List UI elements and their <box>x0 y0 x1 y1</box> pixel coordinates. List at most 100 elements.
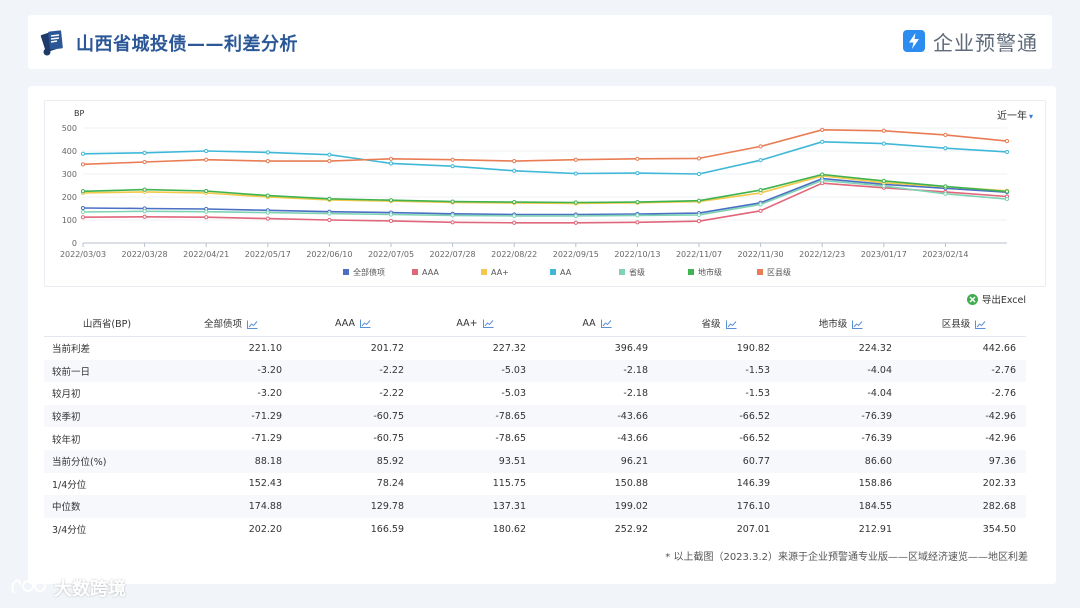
data-point <box>142 187 147 192</box>
table-cell: 86.60 <box>780 449 902 473</box>
table-header-7: 区县级 <box>902 310 1026 337</box>
series-line <box>82 175 1008 205</box>
data-point <box>881 178 886 184</box>
data-point <box>943 191 948 196</box>
legend-swatch <box>412 269 418 275</box>
x-tick-label: 2022/06/10 <box>306 250 352 259</box>
data-point <box>881 183 886 189</box>
data-point <box>327 217 332 223</box>
series-line <box>82 128 1008 166</box>
table-row: 较前一日 -3.20 -2.22 -5.03 -2.18 -1.53 -4.04 -2.76 <box>44 359 1026 383</box>
trend-chart-icon[interactable] <box>600 319 612 328</box>
table-header-label: 山西省(BP) <box>82 319 132 330</box>
data-point <box>573 213 578 218</box>
main-card: 近一年 ▾ BP 0 100 200 300 400 500 2022/03/03 2022/03… <box>28 86 1056 584</box>
series-line <box>82 179 1008 217</box>
table-header-label: 区县级 <box>941 319 971 330</box>
table-cell: -5.03 <box>414 359 536 383</box>
x-tick-label: 2022/07/28 <box>430 250 476 259</box>
y-tick-label: 100 <box>62 216 77 225</box>
trend-chart-icon[interactable] <box>725 320 737 329</box>
table-cell: -5.03 <box>501 387 526 399</box>
data-point <box>388 161 394 166</box>
row-label: 1/4分位 <box>52 479 87 491</box>
table-cell: 93.51 <box>414 449 536 473</box>
export-excel-label: 导出Excel <box>981 295 1026 306</box>
table-cell: 137.31 <box>414 495 536 518</box>
table-cell: 180.62 <box>492 523 526 535</box>
data-point <box>696 171 702 177</box>
header-bar: 山西省城投债——利差分析 企业预警通 <box>28 15 1052 69</box>
data-point <box>512 159 517 164</box>
row-label: 较前一日 <box>44 359 170 383</box>
data-point <box>512 168 517 173</box>
data-point <box>450 220 455 225</box>
table-cell: 85.92 <box>292 449 414 473</box>
trend-chart-icon[interactable] <box>247 320 258 329</box>
table-cell: -1.53 <box>745 387 770 399</box>
y-tick-label: 0 <box>72 239 77 248</box>
trend-chart-icon[interactable] <box>482 319 494 328</box>
data-point <box>80 162 86 167</box>
table-body: 当前利差 221.10 201.72 227.32 396.49 190.82 224.32… <box>44 337 1026 541</box>
x-tick-label: 2022/03/28 <box>122 250 168 259</box>
export-excel-button[interactable]: 导出Excel <box>966 292 1026 306</box>
table-cell: 201.72 <box>370 342 404 354</box>
y-tick-label: 500 <box>62 124 77 133</box>
data-point <box>512 199 517 205</box>
table-cell: 190.82 <box>736 342 770 354</box>
data-point <box>696 156 702 161</box>
x-tick-label: 2022/11/30 <box>738 250 784 259</box>
table-cell: -2.76 <box>902 359 1026 383</box>
table-cell: 96.21 <box>536 449 658 473</box>
data-point <box>204 215 209 220</box>
data-point <box>512 213 517 218</box>
data-point <box>450 164 455 169</box>
table-cell: 60.77 <box>658 449 780 473</box>
table-cell: 221.10 <box>248 342 282 354</box>
data-point <box>388 212 394 217</box>
spread-line-chart: BP 0 100 200 300 400 500 2022/03/03 2022/03/28 20… <box>60 109 1010 277</box>
table-cell: -71.29 <box>170 404 292 428</box>
trend-chart-icon[interactable] <box>975 320 986 329</box>
series-line <box>82 182 1008 224</box>
data-point <box>265 193 270 198</box>
legend-swatch <box>688 269 694 275</box>
table-header-label: AA+ <box>456 317 478 329</box>
data-point <box>943 132 948 138</box>
data-point <box>1004 139 1010 144</box>
data-point <box>450 157 455 162</box>
range-select[interactable]: 近一年 ▾ <box>997 107 1033 122</box>
table-cell: -42.96 <box>902 404 1026 428</box>
legend-label: AAA <box>422 268 439 277</box>
data-point <box>1004 189 1010 194</box>
data-point <box>635 213 640 218</box>
data-point <box>204 157 209 162</box>
data-point <box>265 159 270 164</box>
table-header-region: 山西省(BP) <box>44 310 170 337</box>
source-footnote: * 以上截图（2023.3.2）来源于企业预警通专业版——区域经济速览——地区利… <box>665 552 1028 563</box>
table-cell: -66.52 <box>658 404 780 428</box>
data-point <box>80 205 86 211</box>
legend-label: 省级 <box>629 267 645 277</box>
data-point <box>820 172 825 177</box>
data-point <box>80 209 86 215</box>
trend-chart-icon[interactable] <box>852 320 863 329</box>
data-point <box>327 211 332 216</box>
data-point <box>758 208 763 213</box>
x-tick-label: 2022/05/17 <box>245 250 291 259</box>
table-cell: -60.75 <box>292 404 414 428</box>
legend-swatch <box>550 269 556 275</box>
data-point <box>388 218 394 224</box>
bond-document-icon <box>40 30 63 56</box>
watermark: 大数跨境 <box>8 575 126 601</box>
brand-logo: 企业预警通 <box>903 27 1038 55</box>
row-label: 当前分位(%) <box>44 449 170 473</box>
table-row: 1/4分位 152.43 78.24 115.75 150.88 146.39 158.86… <box>44 473 1026 496</box>
data-point <box>758 144 763 149</box>
table-cell: -3.20 <box>170 359 292 383</box>
data-point <box>573 171 578 176</box>
trend-chart-icon[interactable] <box>360 319 371 328</box>
table-cell: -4.04 <box>867 387 892 399</box>
table-cell: 152.43 <box>248 478 282 490</box>
